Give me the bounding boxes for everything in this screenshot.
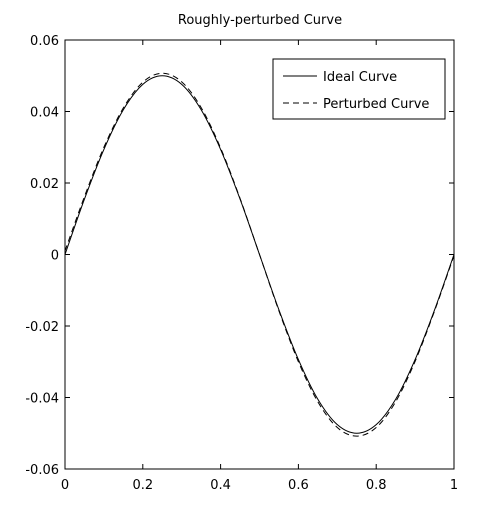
x-tick-label: 0 bbox=[61, 478, 69, 493]
legend: Ideal Curve Perturbed Curve bbox=[272, 58, 446, 120]
x-tick-label: 0.8 bbox=[366, 478, 387, 493]
y-tick-label: 0 bbox=[51, 249, 59, 264]
plot-area: 0 0.2 0.4 0.6 0.8 1 -0.06 -0.04 -0.02 0 0.02 0.04 0.… bbox=[25, 34, 458, 493]
y-tick-label: 0.06 bbox=[30, 34, 59, 49]
y-tick-label: -0.02 bbox=[25, 320, 59, 335]
legend-box bbox=[272, 58, 446, 120]
legend-label-ideal: Ideal Curve bbox=[323, 70, 397, 85]
x-tick-label: 0.6 bbox=[288, 478, 309, 493]
x-tick-label: 0.4 bbox=[210, 478, 231, 493]
y-tick-label: -0.04 bbox=[25, 392, 59, 407]
y-tick-label: 0.02 bbox=[30, 177, 59, 192]
y-tick-label: 0.04 bbox=[30, 106, 59, 121]
chart-title: Roughly-perturbed Curve bbox=[178, 13, 342, 28]
x-tick-label: 1 bbox=[450, 478, 458, 493]
legend-label-perturbed: Perturbed Curve bbox=[323, 97, 429, 112]
series-perturbed-curve-line bbox=[64, 72, 455, 437]
y-tick-label: -0.06 bbox=[25, 463, 59, 478]
x-tick-label: 0.2 bbox=[132, 478, 153, 493]
